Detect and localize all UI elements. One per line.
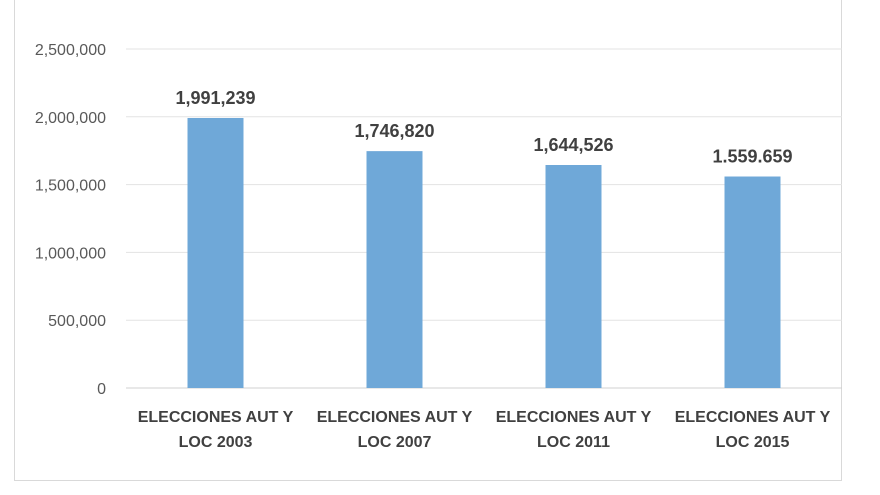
y-axis-tick-labels: 0 500,000 1,000,000 1,500,000 2,000,000 2,500… [35, 42, 106, 398]
y-tick-label: 2,500,000 [35, 42, 106, 59]
category-label: LOC 2007 [358, 434, 432, 451]
y-tick-label: 0 [97, 381, 106, 398]
y-tick-label: 1,500,000 [35, 178, 106, 195]
y-tick-label: 2,000,000 [35, 110, 106, 127]
chart-frame [14, 0, 842, 481]
category-label: LOC 2011 [537, 434, 610, 451]
category-label: ELECCIONES AUT Y [675, 409, 831, 426]
data-label: 1,746,820 [354, 121, 434, 141]
gridlines [126, 48, 842, 389]
bar [187, 117, 244, 389]
category-label: LOC 2015 [716, 434, 790, 451]
data-label: 1,991,239 [175, 88, 255, 108]
category-label: ELECCIONES AUT Y [138, 409, 294, 426]
category-label: ELECCIONES AUT Y [317, 409, 473, 426]
x-axis-category-labels: ELECCIONES AUT Y LOC 2003 ELECCIONES AUT Y… [138, 409, 831, 451]
data-label: 1.559.659 [712, 147, 792, 167]
bar [366, 151, 423, 388]
y-tick-label: 500,000 [48, 313, 106, 330]
bar [545, 165, 602, 388]
bars [187, 117, 781, 389]
category-label: LOC 2003 [179, 434, 253, 451]
bar [724, 176, 781, 388]
data-label: 1,644,526 [533, 135, 613, 155]
y-tick-label: 1,000,000 [35, 245, 106, 262]
data-labels: 1,991,239 1,746,820 1,644,526 1.559.659 [175, 88, 792, 167]
category-label: ELECCIONES AUT Y [496, 409, 652, 426]
